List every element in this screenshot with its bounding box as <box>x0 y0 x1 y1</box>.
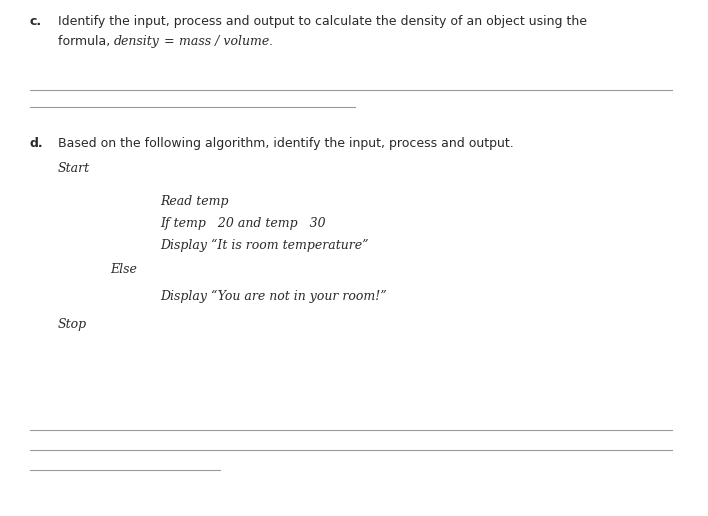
Text: d.: d. <box>30 137 44 150</box>
Text: Display “It is room temperature”: Display “It is room temperature” <box>160 239 368 252</box>
Text: Based on the following algorithm, identify the input, process and output.: Based on the following algorithm, identi… <box>58 137 514 150</box>
Text: density: density <box>114 35 160 48</box>
Text: Display “You are not in your room!”: Display “You are not in your room!” <box>160 290 387 303</box>
Text: .: . <box>269 35 273 48</box>
Text: mass / volume: mass / volume <box>178 35 269 48</box>
Text: c.: c. <box>30 15 42 28</box>
Text: formula,: formula, <box>58 35 114 48</box>
Text: Start: Start <box>58 162 90 175</box>
Text: Identify the input, process and output to calculate the density of an object usi: Identify the input, process and output t… <box>58 15 587 28</box>
Text: If temp   20 and temp   30: If temp 20 and temp 30 <box>160 217 326 230</box>
Text: Stop: Stop <box>58 318 87 331</box>
Text: Read temp: Read temp <box>160 195 229 208</box>
Text: Else: Else <box>110 263 137 276</box>
Text: =: = <box>160 35 178 48</box>
